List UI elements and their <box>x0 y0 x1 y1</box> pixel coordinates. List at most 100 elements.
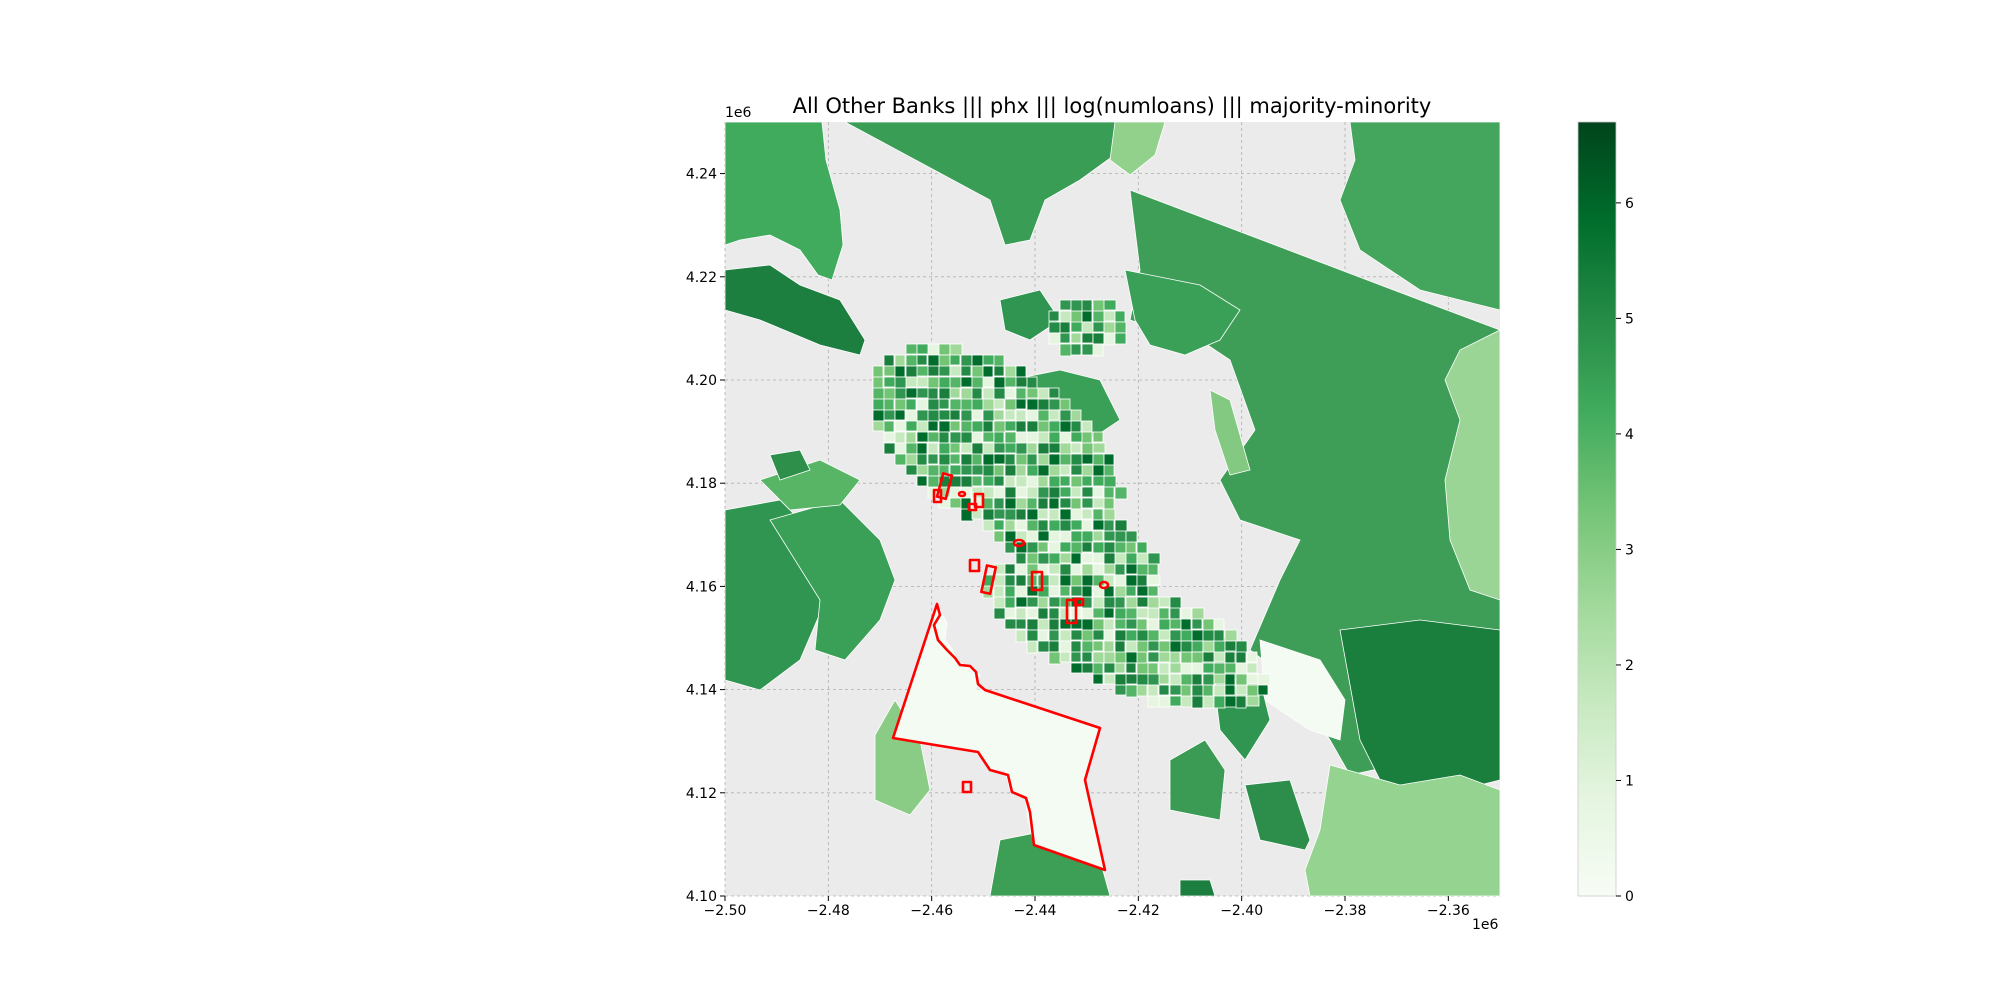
tract-cell <box>1059 530 1073 544</box>
tract-cell <box>982 475 995 487</box>
tract-cell <box>1202 684 1214 698</box>
tract-cell <box>1125 640 1139 654</box>
tract-cell <box>916 365 930 377</box>
tract-cell <box>894 442 907 456</box>
tract-cell <box>1026 640 1038 654</box>
x-axis: −2.50 −2.48 −2.46 −2.44 −2.42 −2.40 −2.38 −2.36 <box>704 896 1470 919</box>
tract-cell <box>1257 673 1271 687</box>
tract-cell <box>927 464 940 477</box>
tract-cell <box>1103 310 1117 322</box>
tract-cell <box>1092 629 1105 641</box>
tract-cell <box>971 354 984 367</box>
tract-cell <box>1235 651 1247 664</box>
tract-cell <box>1103 673 1117 685</box>
tract-cell <box>993 596 1006 610</box>
tract-cell <box>1081 321 1095 335</box>
tract-cell <box>1202 618 1215 632</box>
tract-cell <box>1026 464 1040 478</box>
tract-cell <box>1136 574 1148 588</box>
tract-cell <box>949 354 961 366</box>
tract-cell <box>1059 475 1071 487</box>
tract-cell <box>971 398 985 411</box>
tract-cell <box>1004 387 1016 399</box>
tract-cell <box>1136 541 1148 555</box>
tract-cell <box>1114 651 1127 664</box>
tract-cell <box>1147 552 1161 565</box>
tract-cell <box>1059 541 1072 553</box>
tract-cell <box>1103 475 1117 488</box>
tract-cell <box>982 398 996 412</box>
tract-cell <box>1059 332 1071 344</box>
tract-cell <box>1191 695 1204 709</box>
tract-cell <box>1015 409 1027 423</box>
tract-cell <box>971 365 985 379</box>
tract-cell <box>938 420 952 433</box>
tract-cell <box>1224 662 1237 674</box>
tract-cell <box>927 475 941 489</box>
tract-cell <box>1224 684 1236 696</box>
tract-cell <box>982 365 994 378</box>
tract-cell <box>1114 684 1128 696</box>
tract-cell <box>1092 497 1106 509</box>
tract-cell <box>1070 453 1084 467</box>
tract <box>1209 389 1251 476</box>
tract-cell <box>1004 453 1016 466</box>
tract-cell <box>971 431 983 445</box>
y-tick-label: 4.24 <box>686 167 717 183</box>
tract-cell <box>1180 629 1194 642</box>
tract-cell <box>1048 398 1062 411</box>
tract-cell <box>1004 618 1018 630</box>
tract-cell <box>1070 464 1084 476</box>
tract-cell <box>1048 387 1060 399</box>
tract-cell <box>1136 585 1149 597</box>
tract-cell <box>949 431 962 445</box>
y-axis: 4.10 4.12 4.14 4.16 4.18 4.20 4.22 4.24 <box>686 167 725 905</box>
highlight-outline <box>1012 538 1026 548</box>
tract <box>769 449 811 481</box>
tract-cell <box>1081 497 1094 509</box>
tract-cell <box>1125 585 1137 597</box>
tract-cell <box>1015 464 1027 478</box>
tract-cell <box>883 442 897 455</box>
y-tick-label: 4.16 <box>686 579 717 595</box>
tract-cell <box>938 409 951 421</box>
tract-cell <box>1136 684 1148 697</box>
tract-cell <box>1114 585 1128 599</box>
tract-cell <box>1158 695 1171 708</box>
tract-cell <box>1114 607 1128 621</box>
tract-cell <box>1103 607 1115 619</box>
tract-cell <box>894 431 906 445</box>
tract-cell <box>1092 618 1106 632</box>
tract-cell <box>1213 640 1226 654</box>
tract-cell <box>960 453 974 467</box>
tract-cell <box>982 519 995 532</box>
majority-minority-outlines <box>891 472 1110 872</box>
tract-cell <box>960 442 974 454</box>
tract-cell <box>1048 574 1060 587</box>
tract-cell <box>1092 464 1106 477</box>
tract-cell <box>1015 574 1027 588</box>
tract-cell <box>1070 343 1082 356</box>
highlight-outline <box>967 502 978 512</box>
tract-cell <box>1114 596 1126 610</box>
tract-cell <box>1048 420 1061 434</box>
tract-cell <box>1180 651 1193 665</box>
tract-cell <box>1026 486 1039 500</box>
tract-cell <box>1070 552 1082 565</box>
colorbar-tick-label: 4 <box>1625 427 1634 443</box>
tract-cell <box>1191 618 1203 630</box>
tract-cell <box>883 398 895 412</box>
tract-cell <box>1059 651 1071 663</box>
tract-cell <box>905 365 919 378</box>
tract-cell <box>1037 409 1051 423</box>
tract-cell <box>894 354 906 368</box>
tract-cell <box>872 420 886 432</box>
tract-cell <box>916 398 930 411</box>
tract-cell <box>1147 684 1159 698</box>
tract-cell <box>916 387 930 399</box>
tract-cell <box>1026 420 1039 433</box>
tract-cell <box>982 486 996 500</box>
tract-cell <box>1092 431 1104 443</box>
tract-cell <box>960 376 973 388</box>
tract-cell <box>938 453 952 466</box>
